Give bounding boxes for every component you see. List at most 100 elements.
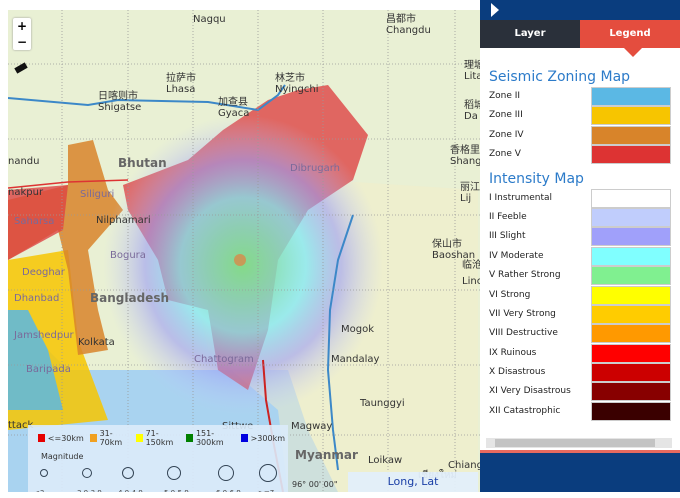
legend-row: IX Ruinous bbox=[480, 343, 680, 363]
tab-legend[interactable]: Legend bbox=[580, 20, 680, 57]
panel-header bbox=[480, 0, 680, 20]
depth-legend: <=30km 31-70km 71-150km 151-300km >300km bbox=[28, 425, 288, 447]
legend-row: VIII Destructive bbox=[480, 324, 680, 344]
map-place-label: 保山市 bbox=[432, 239, 462, 250]
legend-swatch bbox=[591, 285, 671, 305]
map-place-label: nandu bbox=[8, 156, 40, 167]
map-place-label: nakpur bbox=[8, 187, 44, 198]
legend-swatch bbox=[591, 343, 671, 363]
depth-label: <=30km bbox=[47, 433, 84, 443]
zoom-control: + − bbox=[13, 18, 31, 50]
legend-label: Zone II bbox=[489, 91, 521, 101]
panel-tabs: Layer Legend bbox=[480, 20, 680, 57]
map-place-label: Da bbox=[464, 111, 478, 122]
map-place-label: Jamshedpur bbox=[14, 330, 74, 341]
legend-label: Zone III bbox=[489, 110, 523, 121]
depth-swatch bbox=[135, 434, 143, 442]
magnitude-label: 4.0-4.9 bbox=[118, 489, 143, 492]
legend-swatch bbox=[591, 188, 671, 208]
depth-label: 71-150km bbox=[145, 429, 174, 447]
map-place-label: Loikaw bbox=[368, 455, 403, 466]
legend-label: X Disastrous bbox=[489, 367, 546, 378]
map-place-label: Mogok bbox=[341, 324, 375, 335]
legend-label: IV Moderate bbox=[489, 250, 544, 261]
map-place-label: Deoghar bbox=[22, 267, 65, 278]
magnitude-circle bbox=[167, 466, 181, 480]
legend-row: XI Very Disastrous bbox=[480, 382, 680, 402]
map-place-label: 昌都市 bbox=[386, 14, 416, 25]
magnitude-circle bbox=[122, 467, 134, 479]
horizontal-scrollbar[interactable] bbox=[486, 438, 672, 448]
legend-label: Zone IV bbox=[489, 129, 524, 140]
map-base bbox=[8, 10, 480, 492]
zoom-in-button[interactable]: + bbox=[16, 19, 28, 33]
map-place-label: Bangladesh bbox=[90, 291, 170, 305]
legend-swatch bbox=[591, 324, 671, 344]
magnitude-label: 6.0-6.9 bbox=[216, 489, 241, 492]
map-place-label: Baripada bbox=[26, 364, 71, 375]
map-place-label: 丽江 bbox=[460, 182, 480, 193]
legend-label: IX Ruinous bbox=[489, 347, 537, 358]
legend-label: III Slight bbox=[489, 231, 526, 242]
map-place-label: ttack bbox=[8, 420, 34, 431]
depth-swatch bbox=[38, 434, 45, 442]
map-place-label: Linc bbox=[462, 276, 480, 287]
map-place-label: 加查县 bbox=[218, 97, 248, 108]
legend-row: I Instrumental bbox=[480, 188, 680, 208]
legend-row: Zone III bbox=[480, 106, 680, 126]
map-place-label: Nilphamari bbox=[96, 215, 151, 226]
depth-swatch bbox=[186, 434, 193, 442]
legend-swatch bbox=[591, 401, 671, 421]
tab-layer[interactable]: Layer bbox=[480, 20, 580, 48]
legend-label: XI Very Disastrous bbox=[489, 386, 571, 397]
legend-swatch bbox=[591, 266, 671, 286]
map-place-label: Mandalay bbox=[331, 354, 380, 365]
map-place-label: Chiang bbox=[448, 460, 480, 471]
legend-swatch bbox=[591, 246, 671, 266]
legend-label: VIII Destructive bbox=[489, 328, 558, 339]
map-place-label: Nagqu bbox=[193, 14, 226, 25]
magnitude-circle bbox=[218, 465, 234, 481]
legend-label: V Rather Strong bbox=[489, 270, 561, 281]
magnitude-circle bbox=[259, 464, 277, 482]
scrollbar-thumb[interactable] bbox=[495, 439, 655, 447]
magnitude-legend: <3 3.0-3.9 4.0-4.9 5.0-5.9 6.0-6.9 >=7 bbox=[28, 461, 288, 492]
map-place-label: Changdu bbox=[386, 25, 431, 36]
magnitude-label: <3 bbox=[34, 489, 44, 492]
map-place-label: Nyingchi bbox=[275, 84, 319, 95]
longitude-tick-label: 96° 00' 00" bbox=[292, 480, 338, 489]
legend-row: Zone IV bbox=[480, 125, 680, 145]
epicenter-marker bbox=[234, 254, 246, 266]
magnitude-label: 3.0-3.9 bbox=[77, 489, 102, 492]
map-place-label: Dhanbad bbox=[14, 293, 60, 304]
map-place-label: Taunggyi bbox=[360, 398, 405, 409]
map-place-label: 临沧 bbox=[462, 260, 480, 271]
legend-label: XII Catastrophic bbox=[489, 405, 561, 416]
legend-row: IV Moderate bbox=[480, 246, 680, 266]
legend-row: V Rather Strong bbox=[480, 266, 680, 286]
magnitude-label: >=7 bbox=[258, 489, 274, 492]
zone-ii-area bbox=[8, 310, 63, 410]
magnitude-label: 5.0-5.9 bbox=[164, 489, 189, 492]
depth-label: >300km bbox=[250, 433, 285, 443]
legend-row: Zone II bbox=[480, 87, 680, 106]
river-yarlung bbox=[8, 84, 286, 112]
map-place-label: Lita bbox=[464, 71, 480, 82]
depth-swatch bbox=[89, 434, 97, 442]
depth-label: 31-70km bbox=[99, 429, 123, 447]
map-place-label: 理塘 bbox=[464, 60, 480, 71]
magnitude-title: Magnitude bbox=[41, 452, 84, 461]
map-view[interactable]: Nagqu 昌都市 Changdu 拉萨市 Lhasa 日喀则市 Shigatse 林芝市 Ny… bbox=[8, 10, 480, 492]
legend-swatch bbox=[591, 382, 671, 402]
fault-line bbox=[8, 179, 129, 189]
legend-swatch bbox=[591, 363, 671, 383]
magnitude-circle bbox=[82, 468, 92, 478]
map-place-label: Baoshan bbox=[432, 250, 476, 261]
depth-label: 151-300km bbox=[195, 429, 224, 447]
map-place-label: Lhasa bbox=[166, 84, 196, 95]
zoom-out-button[interactable]: − bbox=[16, 35, 28, 49]
collapse-panel-icon[interactable] bbox=[491, 3, 499, 17]
legend-swatch bbox=[591, 125, 671, 145]
grid bbox=[8, 10, 480, 492]
map-place-label: Magway bbox=[291, 421, 333, 432]
